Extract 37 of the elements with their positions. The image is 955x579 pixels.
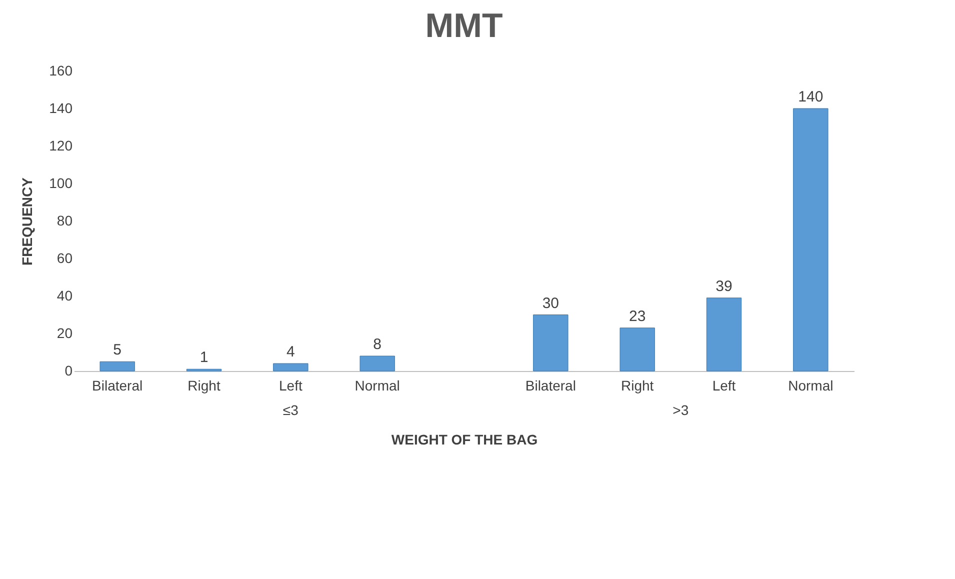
chart-title: MMT <box>425 7 503 45</box>
y-tick-label: 80 <box>56 212 73 228</box>
y-tick-label: 60 <box>56 250 73 266</box>
data-label: 4 <box>286 344 295 360</box>
x-tick-label: Bilateral <box>525 378 576 394</box>
y-axis-title: FREQUENCY <box>19 176 36 266</box>
x-tick-label: Normal <box>788 378 834 394</box>
y-tick-label: 120 <box>49 138 73 154</box>
bar <box>793 108 828 372</box>
y-tick-label: 40 <box>56 288 73 304</box>
bar <box>100 361 135 372</box>
y-tick-label: 140 <box>49 100 73 116</box>
x-tick-label: Right <box>188 378 220 394</box>
y-tick-label: 0 <box>64 362 73 378</box>
data-label: 1 <box>200 349 208 366</box>
x-tick-label: Right <box>620 378 654 394</box>
x-tick-label: Left <box>712 378 736 394</box>
text: ≤3 <box>282 402 299 418</box>
x-tick-label: Left <box>278 378 302 394</box>
y-tick-label: 100 <box>49 175 73 191</box>
data-label: 30 <box>542 294 560 312</box>
bar <box>360 356 395 372</box>
data-label: 23 <box>628 308 646 325</box>
x-tick-label: Bilateral <box>92 378 143 394</box>
bar <box>706 298 742 372</box>
bar <box>273 363 308 372</box>
x-tick-label: Normal <box>354 378 400 394</box>
data-label: 8 <box>373 336 382 353</box>
data-label: 5 <box>113 342 122 359</box>
text: >3 <box>672 402 689 418</box>
x-axis-title: WEIGHT OF THE BAG <box>391 432 538 448</box>
y-tick-label: 20 <box>56 325 73 341</box>
data-label: 39 <box>716 278 732 295</box>
data-label: 140 <box>798 88 824 106</box>
bar <box>620 328 655 372</box>
bar <box>533 314 568 372</box>
y-tick-label: 160 <box>49 62 73 78</box>
